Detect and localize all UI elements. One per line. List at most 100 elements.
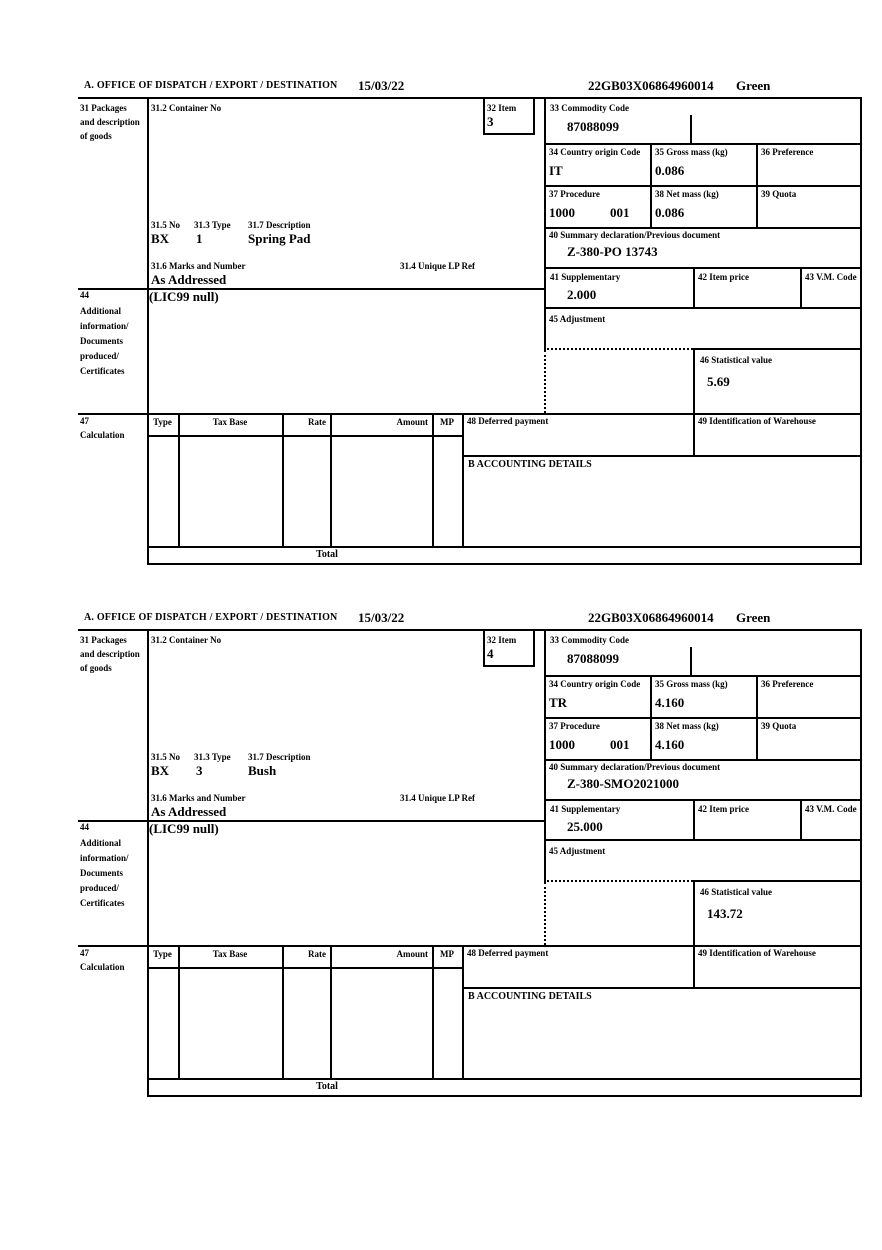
package-count-value: 3 [196,763,203,778]
supplementary-value: 2.000 [567,287,597,302]
form-border [462,987,862,989]
dispatch-date: 15/03/22 [358,610,405,625]
statistical-value-label: 46 Statistical value [700,887,772,897]
form-border [462,455,862,457]
form-border [650,675,652,759]
marks-numbers-label: 31.6 Marks and Number [151,793,246,803]
form-border [78,413,862,415]
form-border [147,97,149,565]
additional-info-label-number: 44 [80,822,89,832]
calc-table-border [330,413,332,546]
form-border [693,880,695,945]
adjustment-label: 45 Adjustment [549,314,606,324]
declaration-item-section: A. OFFICE OF DISPATCH / EXPORT / DESTINA… [78,610,862,1102]
supplementary-value: 25.000 [567,819,603,834]
commodity-code-value: 87088099 [567,119,619,134]
form-border [544,97,546,350]
form-border [860,629,862,1097]
item-box-border [533,629,535,667]
form-border [800,267,802,307]
net-mass-label: 38 Net mass (kg) [655,721,719,731]
marks-numbers-label: 31.6 Marks and Number [151,261,246,271]
form-border [544,717,862,719]
commodity-code-label: 33 Commodity Code [550,635,629,645]
calc-column-tax-base: Tax Base [212,949,248,959]
calc-column-rate: Rate [308,949,326,959]
form-border [693,348,862,350]
route-status: Green [736,78,771,93]
packages-description-label: 31 Packages and description of goods [80,103,140,141]
adjustment-label: 45 Adjustment [549,846,606,856]
commodity-code-divider [690,647,692,675]
calculation-label-number: 47 [80,416,89,426]
calc-table-border [330,945,332,1078]
gross-mass-value: 0.086 [655,163,685,178]
form-border-dotted [544,350,546,413]
goods-description-label: 31.7 Description [248,752,311,762]
form-border-dotted [544,882,546,945]
form-border [544,759,862,761]
goods-description-value: Bush [248,763,277,778]
package-no-label: 31.5 No [151,220,180,230]
form-border [147,629,149,1097]
package-count-value: 1 [196,231,203,246]
office-of-dispatch-label: A. OFFICE OF DISPATCH / EXPORT / DESTINA… [84,80,338,91]
procedure-value: 1000 [549,205,575,220]
deferred-payment-label: 48 Deferred payment [467,948,549,958]
route-status: Green [736,610,771,625]
commodity-code-divider [690,115,692,143]
previous-document-value: Z-380-SMO2021000 [567,776,679,791]
calc-table-border [282,945,284,1078]
item-number-value: 3 [487,114,494,129]
form-border [147,546,862,548]
procedure-extra-value: 001 [610,737,630,752]
calculation-label-number: 47 [80,948,89,958]
supplementary-label: 41 Supplementary [550,272,621,282]
calc-column-amount: Amount [396,417,428,427]
calc-table-border [432,945,434,1078]
item-number-label: 32 Item [487,635,517,645]
warehouse-id-label: 49 Identification of Warehouse [698,948,816,958]
form-border [544,839,862,841]
calculation-label: Calculation [80,430,125,440]
marks-numbers-value: As Addressed [151,804,227,819]
net-mass-label: 38 Net mass (kg) [655,189,719,199]
form-border [544,227,862,229]
item-box-border [483,133,535,135]
calculation-label: Calculation [80,962,125,972]
item-box-border [483,665,535,667]
item-number-label: 32 Item [487,103,517,113]
calc-column-type: Type [153,949,172,959]
form-border [800,799,802,839]
form-border [78,820,544,822]
marks-numbers-value: As Addressed [151,272,227,287]
accounting-details-label: B ACCOUNTING DETAILS [468,991,592,1002]
item-price-label: 42 Item price [698,804,749,814]
procedure-value: 1000 [549,737,575,752]
item-number-value: 4 [487,646,494,661]
form-border-dotted [544,348,693,350]
item-box-border [533,97,535,135]
package-no-label: 31.5 No [151,752,180,762]
form-border [544,629,546,882]
calc-table-border [178,413,180,546]
form-border [693,880,862,882]
calc-table-border [147,967,464,969]
goods-description-label: 31.7 Description [248,220,311,230]
deferred-payment-label: 48 Deferred payment [467,416,549,426]
calc-column-mp: MP [440,949,454,959]
form-border [756,143,758,227]
net-mass-value: 4.160 [655,737,685,752]
item-box-border [483,97,485,135]
calc-table-border [178,945,180,1078]
country-origin-label: 34 Country origin Code [549,147,641,157]
package-code-value: BX [151,231,170,246]
preference-label: 36 Preference [761,679,814,689]
form-border [693,799,695,839]
country-origin-label: 34 Country origin Code [549,679,641,689]
form-border [756,675,758,759]
gross-mass-value: 4.160 [655,695,685,710]
package-type-label: 31.3 Type [194,752,231,762]
calc-table-border [462,945,464,1078]
